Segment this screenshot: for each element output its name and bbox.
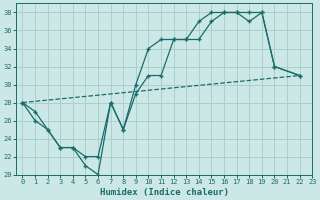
X-axis label: Humidex (Indice chaleur): Humidex (Indice chaleur)	[100, 188, 229, 197]
